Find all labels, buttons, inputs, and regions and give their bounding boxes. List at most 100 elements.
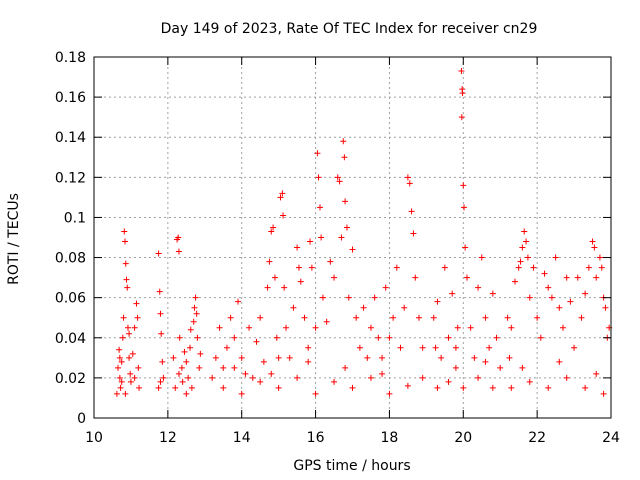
data-point <box>379 354 386 361</box>
data-point <box>216 324 223 331</box>
data-point <box>556 358 563 365</box>
data-point <box>506 354 513 361</box>
data-point <box>367 324 374 331</box>
data-point <box>131 324 138 331</box>
data-point <box>178 364 185 371</box>
x-tick-label: 24 <box>602 430 620 446</box>
data-point <box>176 334 183 341</box>
data-point <box>273 334 280 341</box>
data-point <box>156 288 163 295</box>
data-point <box>461 204 468 211</box>
x-tick-label: 16 <box>307 430 325 446</box>
data-point <box>121 228 128 235</box>
data-point <box>279 190 286 197</box>
data-point <box>486 344 493 351</box>
data-point <box>157 378 164 385</box>
data-point <box>315 174 322 181</box>
data-point <box>126 354 133 361</box>
data-point <box>231 334 238 341</box>
data-point <box>367 374 374 381</box>
data-point <box>123 276 130 283</box>
tick-labels: 10 12 14 16 18 20 22 24 0 0.02 0.04 0.06 0.08 0.1 0.12… <box>55 50 620 446</box>
data-point <box>548 294 555 301</box>
axis-ticks <box>93 56 612 419</box>
data-point <box>305 358 312 365</box>
data-point <box>187 344 194 351</box>
data-point <box>445 334 452 341</box>
data-point <box>220 364 227 371</box>
data-point <box>349 384 356 391</box>
data-point <box>280 212 287 219</box>
y-tick-label: 0.08 <box>55 251 86 267</box>
data-point <box>401 304 408 311</box>
data-point <box>266 258 273 265</box>
data-point <box>246 324 253 331</box>
data-point <box>249 374 256 381</box>
data-point <box>412 274 419 281</box>
data-point <box>209 374 216 381</box>
data-point <box>545 284 552 291</box>
data-point <box>386 334 393 341</box>
data-point <box>467 324 474 331</box>
data-point <box>415 314 422 321</box>
data-point <box>227 314 234 321</box>
data-point <box>196 364 203 371</box>
data-point <box>129 350 136 357</box>
data-point <box>537 334 544 341</box>
data-point <box>511 278 518 285</box>
data-point <box>585 264 592 271</box>
data-point <box>295 264 302 271</box>
data-point <box>471 354 478 361</box>
data-point <box>515 264 522 271</box>
data-point <box>238 354 245 361</box>
data-point <box>559 324 566 331</box>
data-point <box>170 354 177 361</box>
data-point <box>563 374 570 381</box>
data-point <box>270 224 277 231</box>
data-point <box>567 298 574 305</box>
data-point <box>118 378 125 385</box>
data-point <box>312 324 319 331</box>
data-point <box>187 326 194 333</box>
data-point <box>327 258 334 265</box>
data-point <box>231 364 238 371</box>
data-point <box>194 334 201 341</box>
y-tick-label: 0.1 <box>64 210 86 226</box>
data-point <box>430 314 437 321</box>
data-point <box>556 304 563 311</box>
data-point <box>131 374 138 381</box>
data-point <box>462 244 469 251</box>
data-point <box>294 244 301 251</box>
data-point <box>334 174 341 181</box>
data-point <box>301 314 308 321</box>
data-point <box>519 244 526 251</box>
data-point <box>268 370 275 377</box>
data-point <box>482 358 489 365</box>
data-point <box>124 324 131 331</box>
data-point <box>136 384 143 391</box>
data-point <box>360 304 367 311</box>
data-point <box>390 314 397 321</box>
data-point <box>545 384 552 391</box>
data-point <box>220 384 227 391</box>
data-point <box>277 194 284 201</box>
data-point <box>478 254 485 261</box>
data-point <box>563 274 570 281</box>
data-point <box>275 354 282 361</box>
data-point <box>475 374 482 381</box>
data-point <box>459 90 466 97</box>
data-point <box>482 314 489 321</box>
data-point <box>120 314 127 321</box>
data-point <box>582 290 589 297</box>
x-tick-label: 18 <box>381 430 399 446</box>
data-point <box>331 274 338 281</box>
data-point <box>521 228 528 235</box>
data-point <box>188 384 195 391</box>
data-point <box>290 304 297 311</box>
data-point <box>434 298 441 305</box>
data-point <box>504 314 511 321</box>
data-point <box>342 198 349 205</box>
data-point <box>356 344 363 351</box>
data-point <box>571 344 578 351</box>
